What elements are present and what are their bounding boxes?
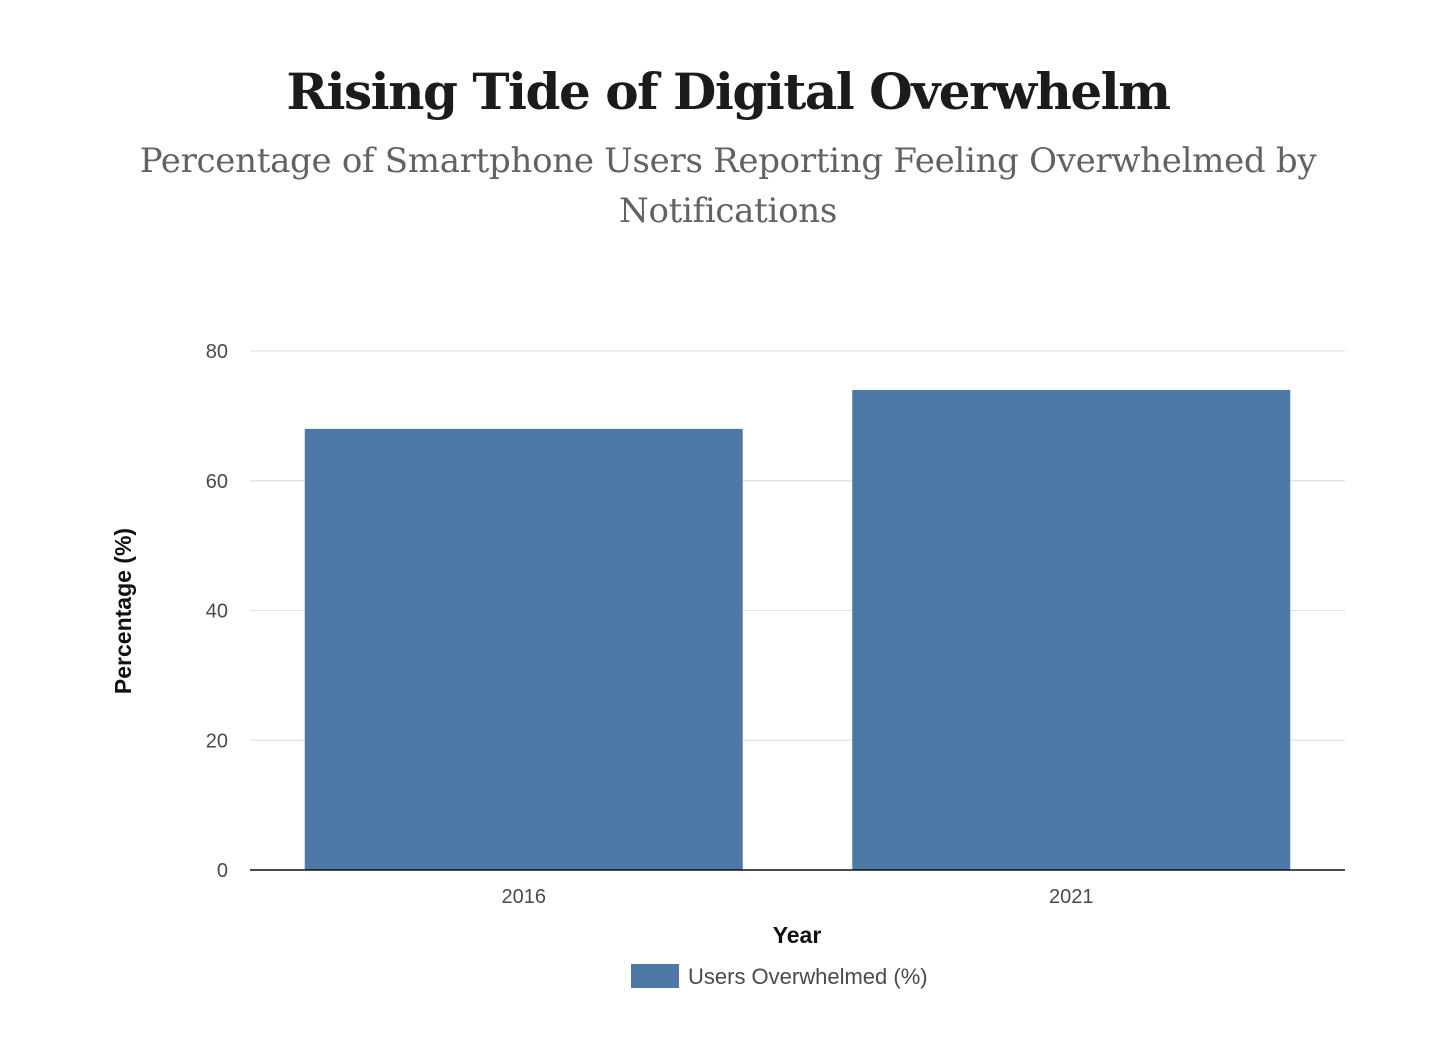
y-tick-label: 0	[217, 860, 228, 882]
x-axis-ticks: 2016 2021	[502, 886, 1094, 908]
bar-2021	[852, 389, 1291, 870]
y-tick-label: 60	[206, 471, 228, 493]
x-axis-title: Year	[773, 922, 822, 948]
legend-swatch	[631, 964, 679, 988]
y-tick-label: 40	[206, 601, 228, 623]
y-axis-title: Percentage (%)	[110, 528, 136, 694]
y-tick-label: 20	[206, 730, 228, 752]
legend: Users Overwhelmed (%)	[631, 964, 928, 989]
y-axis-ticks: 0 20 40 60 80	[206, 341, 228, 882]
x-tick-label: 2021	[1049, 886, 1094, 908]
chart-subtitle: Percentage of Smartphone Users Reporting…	[139, 141, 1317, 231]
x-tick-label: 2016	[502, 886, 547, 908]
y-tick-label: 80	[206, 341, 228, 363]
legend-label: Users Overwhelmed (%)	[688, 964, 928, 989]
bars	[304, 389, 1291, 870]
bar-2016	[304, 428, 743, 870]
chart-title: Rising Tide of Digital Overwhelm	[286, 62, 1171, 121]
